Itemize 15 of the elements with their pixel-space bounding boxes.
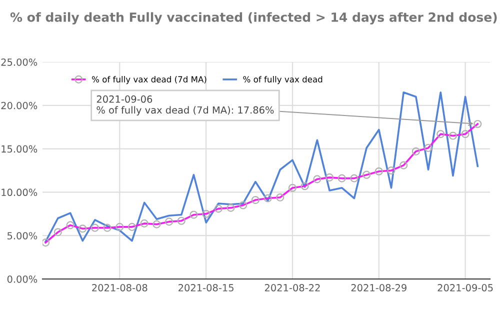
legend-label: % of fully vax dead (7d MA) bbox=[92, 76, 206, 84]
y-tick-label: 0.00% bbox=[7, 275, 38, 283]
x-tick-label: 2021-08-15 bbox=[178, 284, 234, 292]
x-tick-label: 2021-09-05 bbox=[438, 284, 493, 292]
chart-title: % of daily death Fully vaccinated (infected > 14 days after 2nd dose) bbox=[10, 12, 497, 24]
x-tick-label: 2021-08-29 bbox=[351, 284, 406, 292]
legend-label: % of fully vax dead bbox=[243, 76, 322, 84]
annotation: 2021-09-06 % of fully vax dead (7d MA): 17.86% bbox=[96, 95, 274, 116]
y-tick-label: 15.00% bbox=[2, 145, 38, 153]
x-tick-label: 2021-08-08 bbox=[92, 284, 148, 292]
y-tick-label: 5.00% bbox=[8, 232, 38, 240]
x-tick-label: 2021-08-22 bbox=[264, 284, 320, 292]
y-tick-label: 25.00% bbox=[1, 58, 38, 66]
y-tick-label: 20.00% bbox=[1, 102, 38, 110]
y-tick-label: 10.00% bbox=[2, 188, 38, 196]
